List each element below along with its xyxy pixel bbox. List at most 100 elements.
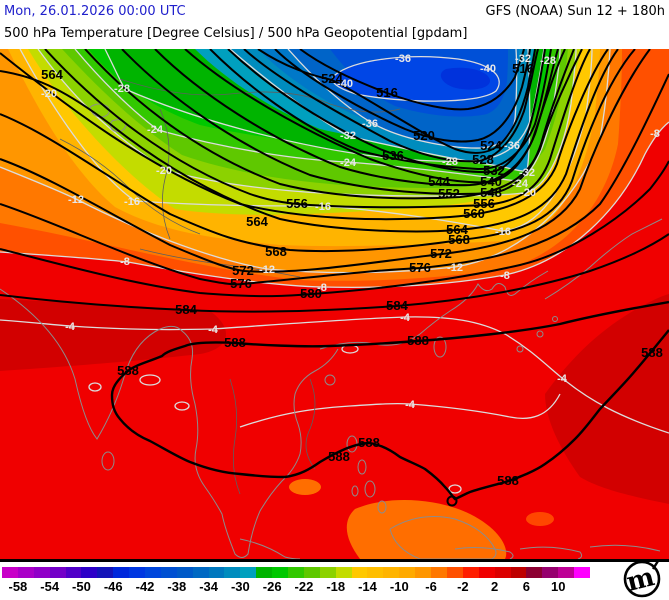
temperature-label: -32 [340, 130, 356, 142]
temperature-label: -28 [442, 156, 458, 168]
temperature-label: -12 [447, 262, 463, 274]
color-scale-tick: -2 [457, 579, 469, 594]
color-scale-segment [208, 567, 225, 578]
temperature-label: -20 [156, 165, 172, 177]
color-scale-segment [335, 567, 352, 578]
temperature-label: -4 [208, 324, 219, 336]
color-scale-tick: -18 [326, 579, 346, 594]
color-scale-segment [383, 567, 400, 578]
temperature-label: -20 [41, 88, 57, 100]
geopotential-label: 524 [480, 138, 502, 153]
color-scale-segment [49, 567, 66, 578]
color-scale-tick: -10 [389, 579, 409, 594]
temperature-label: -8 [120, 256, 130, 268]
contour-536 [209, 49, 552, 171]
temperature-label: -32 [519, 167, 535, 179]
temperature-label: -4 [405, 399, 416, 411]
coastlines [0, 103, 663, 559]
geopotential-label: 520 [413, 128, 435, 143]
geopotential-label: 564 [41, 67, 63, 82]
contour-524 [257, 49, 536, 154]
color-scale-segment [367, 567, 384, 578]
color-scale-tick: 6 [522, 579, 531, 594]
geopotential-label: 556 [473, 196, 495, 211]
color-scale-segment [526, 567, 543, 578]
temperature-label: -8 [500, 270, 510, 282]
contour-580 [0, 160, 669, 298]
temperature-label: -16 [124, 196, 140, 208]
color-scale-segment [240, 567, 257, 578]
geopotential-label: 588 [117, 363, 139, 378]
geopotential-label: 588 [407, 333, 429, 348]
color-scale-segment [303, 567, 320, 578]
isotherm-minus8 [0, 121, 669, 289]
color-scale-tick: -14 [358, 579, 377, 594]
color-scale-segment [17, 567, 34, 578]
temperature-label: -36 [395, 53, 411, 65]
geopotential-contours [0, 49, 669, 507]
geopotential-label: 564 [446, 222, 468, 237]
geopotential-label: 584 [175, 302, 197, 317]
geopotential-label: 568 [448, 232, 470, 247]
contour-572 [0, 49, 651, 273]
geopotential-label: 588 [224, 335, 246, 350]
logo-tick [651, 560, 660, 570]
color-scale-segment [351, 567, 368, 578]
color-scale-segment [192, 567, 209, 578]
color-scale-segment [478, 567, 495, 578]
geopotential-label: 584 [386, 298, 408, 313]
geopotential-label: 544 [428, 174, 450, 189]
geopotential-label: 524 [321, 71, 343, 86]
temperature-label: -24 [512, 178, 529, 190]
geopotential-label: 528 [472, 152, 494, 167]
geopotential-label: 552 [438, 186, 460, 201]
temperature-label: -16 [495, 226, 511, 238]
contour-576 [0, 73, 669, 286]
temperature-label: -24 [340, 157, 357, 169]
geopotential-label: 576 [230, 276, 252, 291]
contour-552 [84, 49, 583, 200]
color-scale-segment [113, 567, 130, 578]
color-scale-tick: 10 [550, 579, 566, 594]
contour-532 [227, 49, 546, 174]
temperature-label: -16 [315, 201, 331, 213]
color-scale-tick-labels: -58 -54 -50 -46 -42 -38 -34 -30 -26 -22 -18 -14 -10-… [2, 579, 602, 596]
valid-datetime: Mon, 26.01.2026 00:00 UTC [4, 4, 186, 19]
contour-588 [110, 300, 669, 501]
contour-516 [299, 49, 525, 111]
color-scale-segment [81, 567, 98, 578]
color-scale-tick: -54 [40, 579, 60, 594]
color-scale-segment [256, 567, 273, 578]
contour-568 [0, 49, 636, 253]
temperature-label: -4 [400, 312, 411, 324]
geopotential-label: 516 [512, 61, 534, 76]
color-scale-tick: -46 [103, 579, 123, 594]
color-scale-segment [494, 567, 511, 578]
temperature-label: -40 [480, 63, 496, 75]
color-scale-segment [399, 567, 416, 578]
temperature-label: -8 [650, 128, 660, 140]
isotherm-minus4-south [239, 393, 561, 428]
geopotential-label: 540 [480, 174, 502, 189]
header: Mon, 26.01.2026 00:00 UTC GFS (NOAA) Sun… [0, 0, 669, 49]
geopotential-label: 516 [376, 85, 398, 100]
color-scale-tick: -34 [199, 579, 218, 594]
temperature-label: -28 [540, 55, 556, 67]
color-scale-segment [272, 567, 289, 578]
color-scale-segment [129, 567, 146, 578]
color-scale-segment [542, 567, 559, 578]
color-scale-segment [288, 567, 304, 578]
geopotential-label: 572 [232, 263, 254, 278]
temperature-label: -12 [68, 194, 84, 206]
geopotential-label: 568 [265, 244, 287, 259]
contour-588-closed-low [446, 495, 458, 507]
color-scale-segment [33, 567, 50, 578]
model-run-info: GFS (NOAA) Sun 12 + 180h [485, 4, 665, 19]
color-scale-segment [319, 567, 336, 578]
color-scale-segment [415, 567, 432, 578]
color-scale-tick: -22 [294, 579, 314, 594]
color-scale-tick: -30 [230, 579, 250, 594]
color-scale-tick: 2 [491, 579, 499, 594]
